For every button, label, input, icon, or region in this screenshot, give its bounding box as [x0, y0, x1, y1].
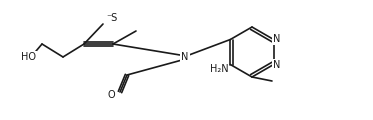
Text: HO: HO — [21, 52, 36, 62]
Text: N: N — [181, 52, 189, 62]
Text: N: N — [273, 34, 280, 45]
Text: H₂N: H₂N — [210, 63, 228, 73]
Text: N: N — [273, 60, 280, 69]
Text: ⁻S: ⁻S — [106, 13, 117, 23]
Text: O: O — [107, 90, 115, 100]
